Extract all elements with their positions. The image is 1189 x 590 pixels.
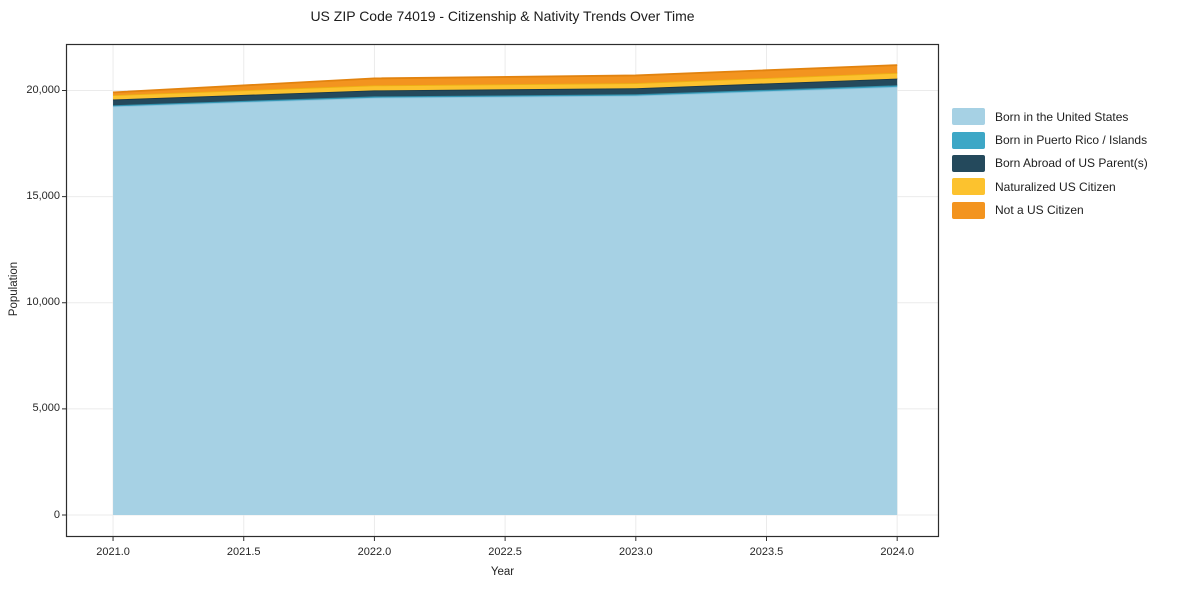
legend-item: Born in the United States — [952, 105, 1148, 128]
y-tick-label: 5,000 — [32, 402, 60, 415]
y-tick-label: 15,000 — [26, 190, 60, 203]
legend-label: Not a US Citizen — [995, 203, 1084, 218]
tick-marks — [62, 89, 898, 541]
x-tick-label: 2022.0 — [357, 546, 392, 558]
legend-label: Naturalized US Citizen — [995, 179, 1116, 194]
y-axis-label: Population — [8, 261, 20, 317]
area-born-in-the-united-states — [113, 86, 898, 516]
legend-label: Born in Puerto Rico / Islands — [995, 133, 1148, 148]
legend-item: Not a US Citizen — [952, 199, 1148, 222]
y-tick-label: 20,000 — [26, 83, 60, 96]
area-naturalized-us-citizen — [113, 72, 898, 100]
area-not-a-us-citizen — [113, 65, 898, 96]
plot-border — [65, 43, 940, 538]
legend-swatch-born-in-us — [952, 108, 985, 126]
legend-swatch-not-citizen — [952, 201, 985, 219]
legend-swatch-born-abroad — [952, 154, 985, 172]
legend-item: Born Abroad of US Parent(s) — [952, 152, 1148, 175]
legend-item: Naturalized US Citizen — [952, 175, 1148, 198]
area-series-group — [112, 64, 898, 516]
y-tick-label: 0 — [53, 508, 60, 521]
legend-swatch-naturalized — [952, 178, 985, 196]
area-born-abroad-of-us-parent-s- — [113, 78, 898, 106]
x-tick-label: 2022.5 — [488, 546, 522, 558]
legend-label: Born Abroad of US Parent(s) — [995, 156, 1148, 171]
legend-item: Born in Puerto Rico / Islands — [952, 128, 1148, 151]
x-axis-label: Year — [490, 566, 515, 578]
y-tick-label: 10,000 — [26, 296, 60, 309]
legend-label: Born in the United States — [995, 109, 1129, 124]
x-tick-label: 2023.5 — [749, 546, 784, 558]
chart-title: US ZIP Code 74019 - Citizenship & Nativi… — [310, 8, 695, 24]
legend-swatch-born-puerto-rico — [952, 131, 985, 149]
legend: Born in the United States Born in Puerto… — [952, 105, 1148, 222]
x-tick-label: 2023.0 — [618, 546, 653, 558]
x-tick-label: 2021.0 — [96, 546, 130, 558]
x-tick-label: 2024.0 — [880, 546, 914, 558]
area-top-edge — [112, 64, 898, 94]
x-tick-label: 2021.5 — [226, 546, 261, 558]
